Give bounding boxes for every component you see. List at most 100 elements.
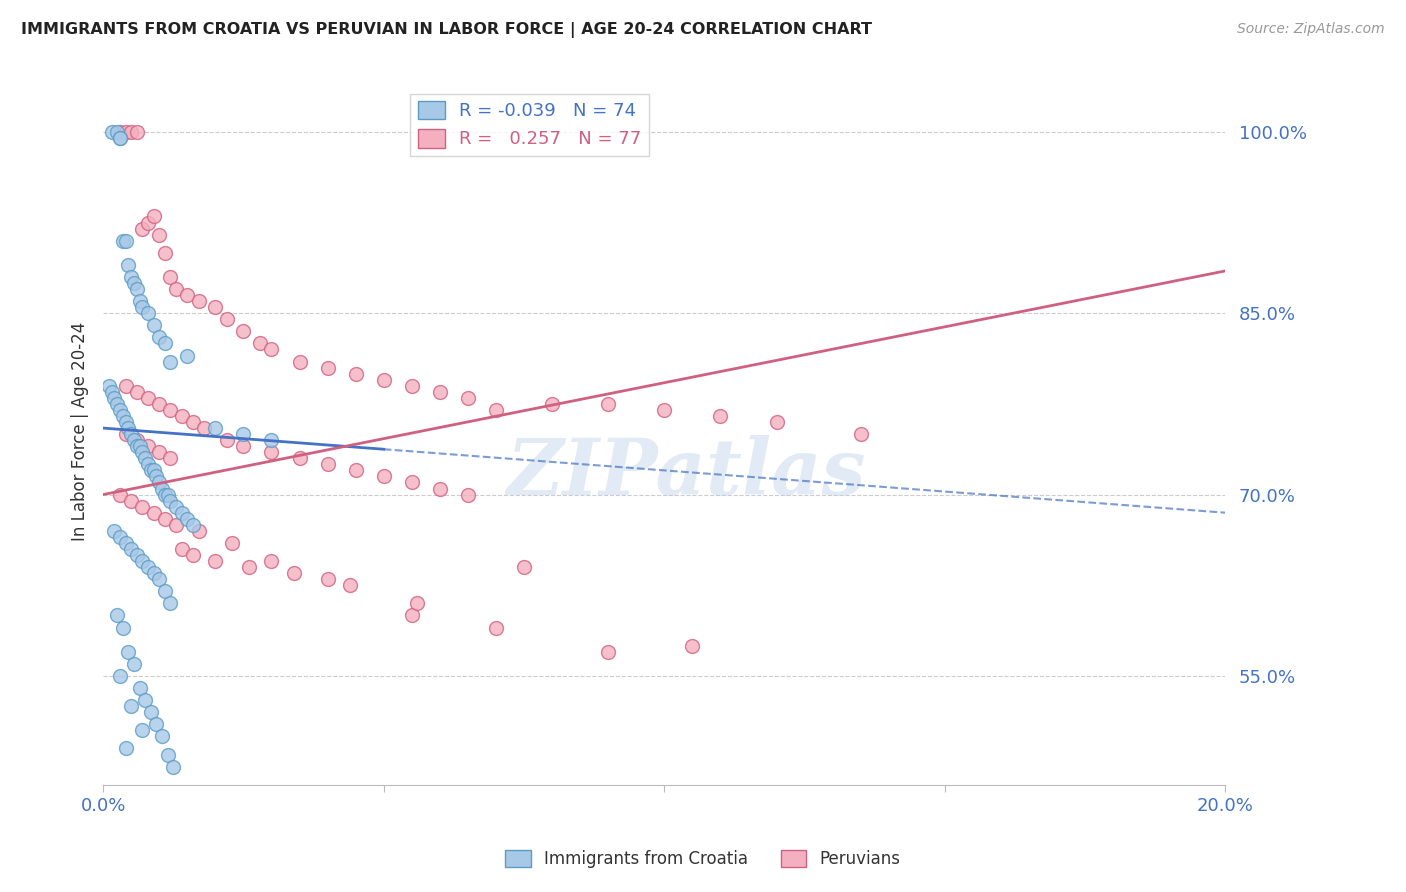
Point — [485, 621, 508, 635]
Point — [165, 282, 187, 296]
Point — [103, 391, 125, 405]
Point — [120, 269, 142, 284]
Point — [125, 384, 148, 399]
Point — [429, 384, 451, 399]
Y-axis label: In Labor Force | Age 20-24: In Labor Force | Age 20-24 — [72, 321, 89, 541]
Point — [120, 427, 142, 442]
Point — [373, 469, 395, 483]
Point — [134, 451, 156, 466]
Point — [283, 566, 305, 581]
Point — [288, 451, 311, 466]
Point — [187, 524, 209, 538]
Point — [128, 294, 150, 309]
Point — [125, 433, 148, 447]
Point — [145, 717, 167, 731]
Point — [122, 276, 145, 290]
Point — [100, 384, 122, 399]
Point — [136, 560, 159, 574]
Point — [120, 493, 142, 508]
Point — [401, 475, 423, 490]
Point — [128, 681, 150, 695]
Point — [105, 608, 128, 623]
Point — [339, 578, 361, 592]
Point — [406, 596, 429, 610]
Point — [142, 506, 165, 520]
Point — [238, 560, 260, 574]
Point — [128, 439, 150, 453]
Point — [232, 324, 254, 338]
Point — [681, 639, 703, 653]
Point — [153, 245, 176, 260]
Point — [108, 131, 131, 145]
Point — [117, 421, 139, 435]
Point — [142, 463, 165, 477]
Point — [765, 415, 787, 429]
Point — [114, 378, 136, 392]
Point — [117, 258, 139, 272]
Point — [150, 730, 173, 744]
Point — [114, 234, 136, 248]
Point — [652, 403, 675, 417]
Legend: Immigrants from Croatia, Peruvians: Immigrants from Croatia, Peruvians — [499, 843, 907, 875]
Point — [316, 360, 339, 375]
Point — [111, 234, 134, 248]
Point — [131, 500, 153, 514]
Point — [136, 391, 159, 405]
Point — [373, 373, 395, 387]
Point — [260, 433, 283, 447]
Text: Source: ZipAtlas.com: Source: ZipAtlas.com — [1237, 22, 1385, 37]
Point — [849, 427, 872, 442]
Point — [153, 584, 176, 599]
Point — [221, 536, 243, 550]
Point — [513, 560, 536, 574]
Point — [156, 487, 179, 501]
Point — [122, 433, 145, 447]
Point — [159, 269, 181, 284]
Point — [125, 548, 148, 562]
Point — [105, 125, 128, 139]
Point — [316, 572, 339, 586]
Point — [316, 458, 339, 472]
Point — [131, 300, 153, 314]
Point — [122, 657, 145, 671]
Point — [598, 645, 620, 659]
Point — [148, 397, 170, 411]
Point — [105, 397, 128, 411]
Point — [249, 336, 271, 351]
Point — [401, 608, 423, 623]
Point — [142, 566, 165, 581]
Point — [153, 336, 176, 351]
Point — [215, 312, 238, 326]
Point — [131, 445, 153, 459]
Point — [187, 294, 209, 309]
Point — [125, 282, 148, 296]
Point — [153, 512, 176, 526]
Point — [181, 548, 204, 562]
Point — [344, 367, 367, 381]
Point — [485, 403, 508, 417]
Point — [111, 409, 134, 423]
Point — [148, 330, 170, 344]
Point — [709, 409, 731, 423]
Point — [100, 125, 122, 139]
Point — [125, 439, 148, 453]
Point — [156, 747, 179, 762]
Point — [136, 458, 159, 472]
Point — [457, 391, 479, 405]
Point — [159, 596, 181, 610]
Point — [131, 723, 153, 738]
Point — [598, 397, 620, 411]
Point — [114, 536, 136, 550]
Point — [260, 343, 283, 357]
Point — [136, 439, 159, 453]
Point — [176, 288, 198, 302]
Point — [148, 445, 170, 459]
Point — [170, 541, 193, 556]
Point — [288, 354, 311, 368]
Point — [148, 475, 170, 490]
Point — [108, 530, 131, 544]
Point — [136, 215, 159, 229]
Point — [131, 554, 153, 568]
Point — [260, 554, 283, 568]
Point — [159, 403, 181, 417]
